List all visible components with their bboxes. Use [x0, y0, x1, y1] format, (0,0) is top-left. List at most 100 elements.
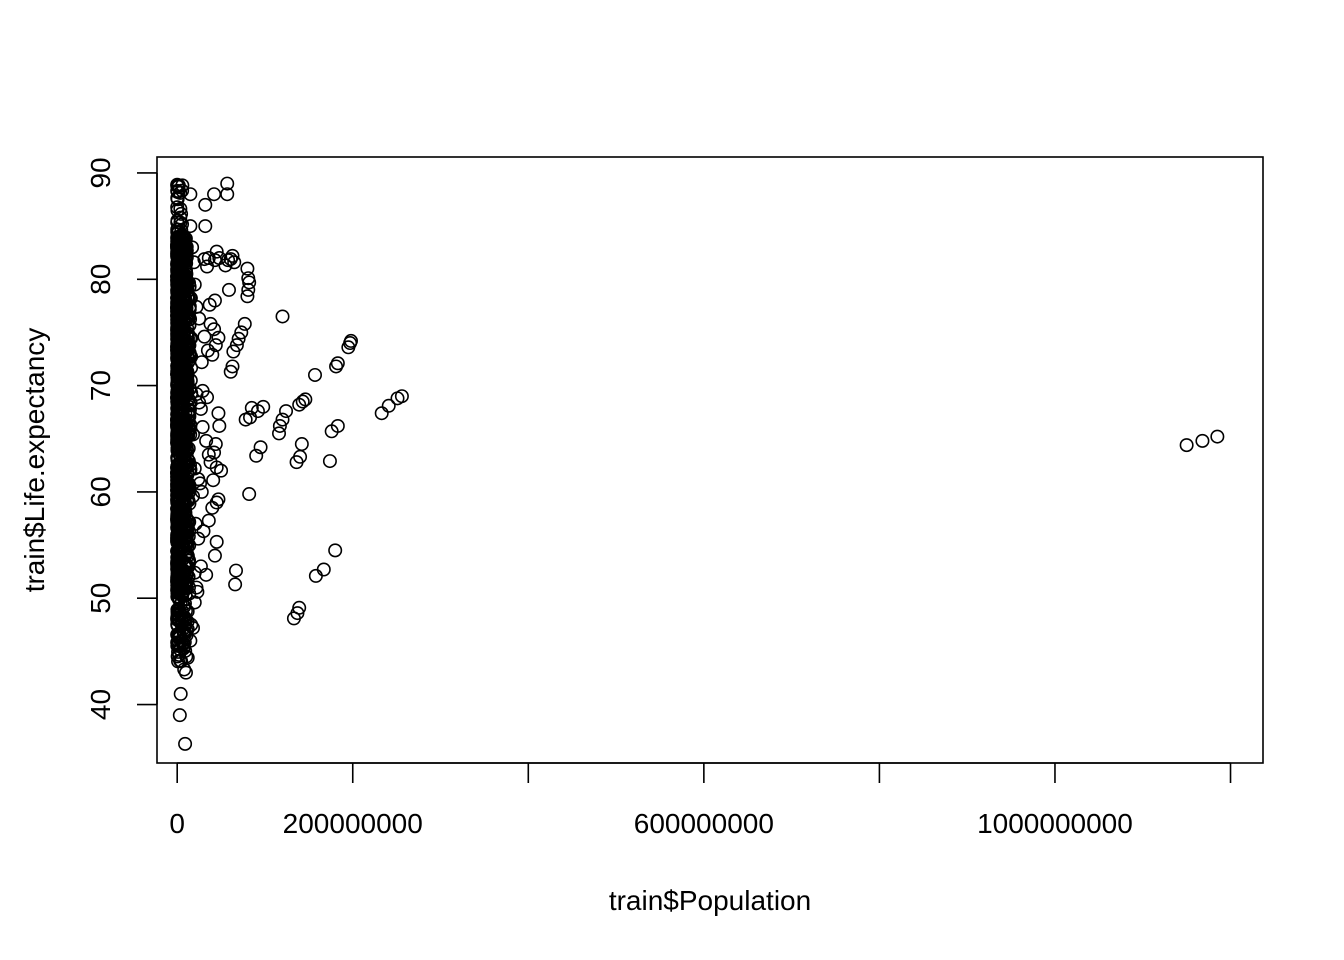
- data-point: [272, 426, 287, 441]
- data-point: [170, 394, 185, 409]
- data-point: [200, 259, 215, 274]
- data-point: [241, 271, 256, 286]
- data-point: [171, 261, 186, 276]
- data-point: [171, 611, 186, 626]
- data-point: [170, 501, 185, 516]
- plot-frame: [156, 156, 1264, 764]
- data-point: [184, 331, 199, 346]
- data-point: [256, 399, 271, 414]
- data-point: [170, 352, 185, 367]
- data-point: [170, 366, 185, 381]
- data-point: [1195, 433, 1210, 448]
- data-point: [343, 333, 358, 348]
- data-point: [195, 420, 210, 435]
- data-point: [170, 322, 185, 337]
- data-point: [211, 406, 226, 421]
- data-point: [174, 343, 189, 358]
- data-point: [231, 331, 246, 346]
- data-point: [295, 394, 310, 409]
- data-point: [182, 478, 197, 493]
- data-point: [207, 548, 222, 563]
- data-point: [249, 448, 264, 463]
- x-axis-label: train$Population: [609, 885, 811, 916]
- data-point: [203, 455, 218, 470]
- data-point: [174, 438, 189, 453]
- data-point: [178, 517, 193, 532]
- data-point: [172, 481, 187, 496]
- data-point: [175, 183, 190, 198]
- data-point: [170, 635, 185, 650]
- data-point: [294, 437, 309, 452]
- data-point: [171, 225, 186, 240]
- data-point: [212, 418, 227, 433]
- data-point: [197, 329, 212, 344]
- data-point: [201, 447, 216, 462]
- data-point: [175, 254, 190, 269]
- data-point: [172, 708, 187, 723]
- data-point: [225, 359, 240, 374]
- data-point: [253, 440, 268, 455]
- data-point: [394, 389, 409, 404]
- data-point: [171, 544, 186, 559]
- data-point: [170, 470, 185, 485]
- data-point: [179, 649, 194, 664]
- data-point: [205, 500, 220, 515]
- data-point: [179, 545, 194, 560]
- data-point: [173, 562, 188, 577]
- y-tick-label: 60: [85, 476, 116, 507]
- data-point: [170, 285, 185, 300]
- data-point: [208, 437, 223, 452]
- data-point: [1179, 438, 1194, 453]
- data-point: [174, 634, 189, 649]
- data-point: [330, 356, 345, 371]
- data-point: [171, 654, 186, 669]
- x-tick-label: 200000000: [283, 808, 423, 839]
- data-point: [203, 316, 218, 331]
- data-point: [171, 435, 186, 450]
- data-point: [173, 185, 188, 200]
- data-point: [1210, 429, 1225, 444]
- data-point: [328, 543, 343, 558]
- data-point: [229, 338, 244, 353]
- data-point: [202, 297, 217, 312]
- data-point: [211, 330, 226, 345]
- data-point: [279, 404, 294, 419]
- data-point: [181, 427, 196, 442]
- data-point: [196, 524, 211, 539]
- data-point: [170, 618, 185, 633]
- data-point: [178, 736, 193, 751]
- data-point: [173, 568, 188, 583]
- data-point: [171, 415, 186, 430]
- data-point: [225, 248, 240, 263]
- data-point: [170, 464, 185, 479]
- x-axis: 0 200000000 600000000 1000000000: [169, 762, 1232, 839]
- data-point: [298, 392, 313, 407]
- data-point: [242, 487, 257, 502]
- data-point: [275, 412, 290, 427]
- data-point: [171, 179, 186, 194]
- data-point: [322, 454, 337, 469]
- data-point: [174, 206, 189, 221]
- x-tick-label: 600000000: [634, 808, 774, 839]
- data-point: [308, 568, 323, 583]
- y-tick-label: 80: [85, 264, 116, 295]
- data-point: [316, 562, 331, 577]
- data-point: [307, 367, 322, 382]
- data-point: [172, 553, 187, 568]
- data-point: [170, 268, 185, 283]
- data-point: [170, 358, 185, 373]
- data-point: [198, 219, 213, 234]
- y-tick-label: 50: [85, 583, 116, 614]
- data-point: [183, 219, 198, 234]
- data-point: [229, 563, 244, 578]
- data-point: [330, 418, 345, 433]
- data-point: [212, 251, 227, 266]
- data-point: [220, 176, 235, 191]
- data-point: [237, 316, 252, 331]
- data-point: [243, 410, 258, 425]
- x-tick-label: 1000000000: [977, 808, 1133, 839]
- y-axis: 40 50 60 70 80 90: [85, 157, 158, 720]
- y-tick-label: 90: [85, 157, 116, 188]
- data-point: [199, 433, 214, 448]
